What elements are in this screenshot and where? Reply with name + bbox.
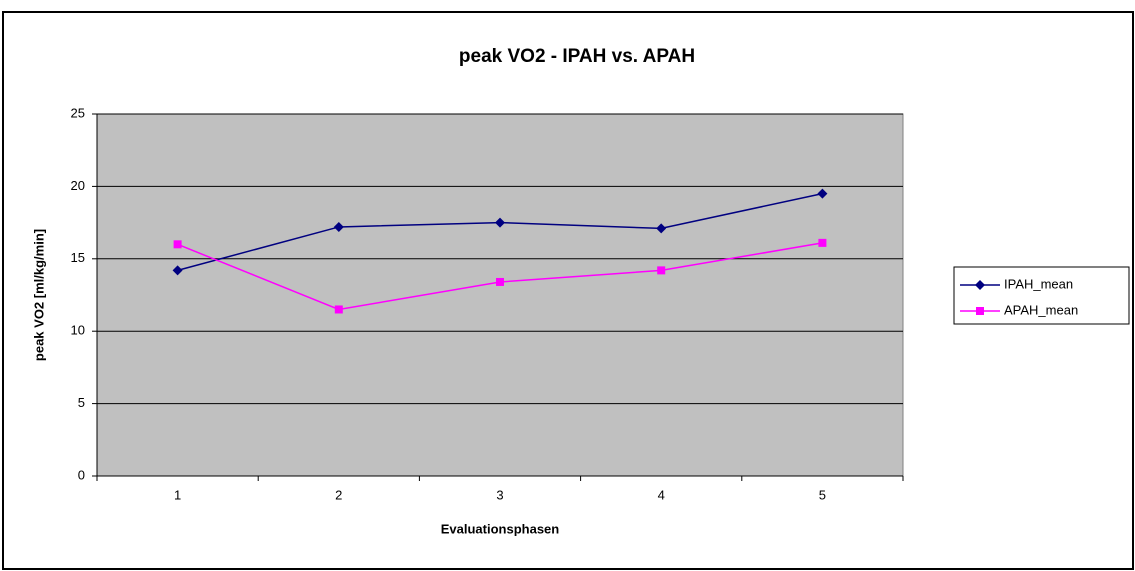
legend-label: IPAH_mean <box>1004 276 1073 291</box>
y-tick-label: 5 <box>78 395 85 410</box>
data-point <box>172 265 183 276</box>
data-point <box>333 221 344 232</box>
data-point <box>657 266 666 275</box>
data-point <box>818 238 827 247</box>
y-tick-label: 20 <box>71 178 85 193</box>
plot-area <box>96 113 904 477</box>
data-point <box>334 305 343 314</box>
x-tick-label: 1 <box>174 487 181 502</box>
y-tick-label: 25 <box>71 105 85 120</box>
y-tick-label: 0 <box>78 467 85 482</box>
legend-label: APAH_mean <box>1004 302 1078 317</box>
y-tick-label: 15 <box>71 250 85 265</box>
data-point <box>656 223 667 234</box>
chart-title: peak VO2 - IPAH vs. APAH <box>459 46 695 67</box>
data-point <box>817 188 828 199</box>
legend-marker <box>976 307 984 315</box>
x-tick-label: 4 <box>658 487 665 502</box>
x-tick-label: 5 <box>819 487 826 502</box>
x-tick-label: 2 <box>335 487 342 502</box>
y-axis-label: peak VO2 [ml/kg/min] <box>31 229 46 361</box>
y-tick-label: 10 <box>71 323 85 338</box>
data-point <box>173 240 182 249</box>
data-point <box>496 277 504 286</box>
x-tick-label: 3 <box>496 487 503 502</box>
legend-marker <box>975 280 985 290</box>
x-axis-label: Evaluationsphasen <box>441 521 560 536</box>
data-point <box>495 217 505 228</box>
